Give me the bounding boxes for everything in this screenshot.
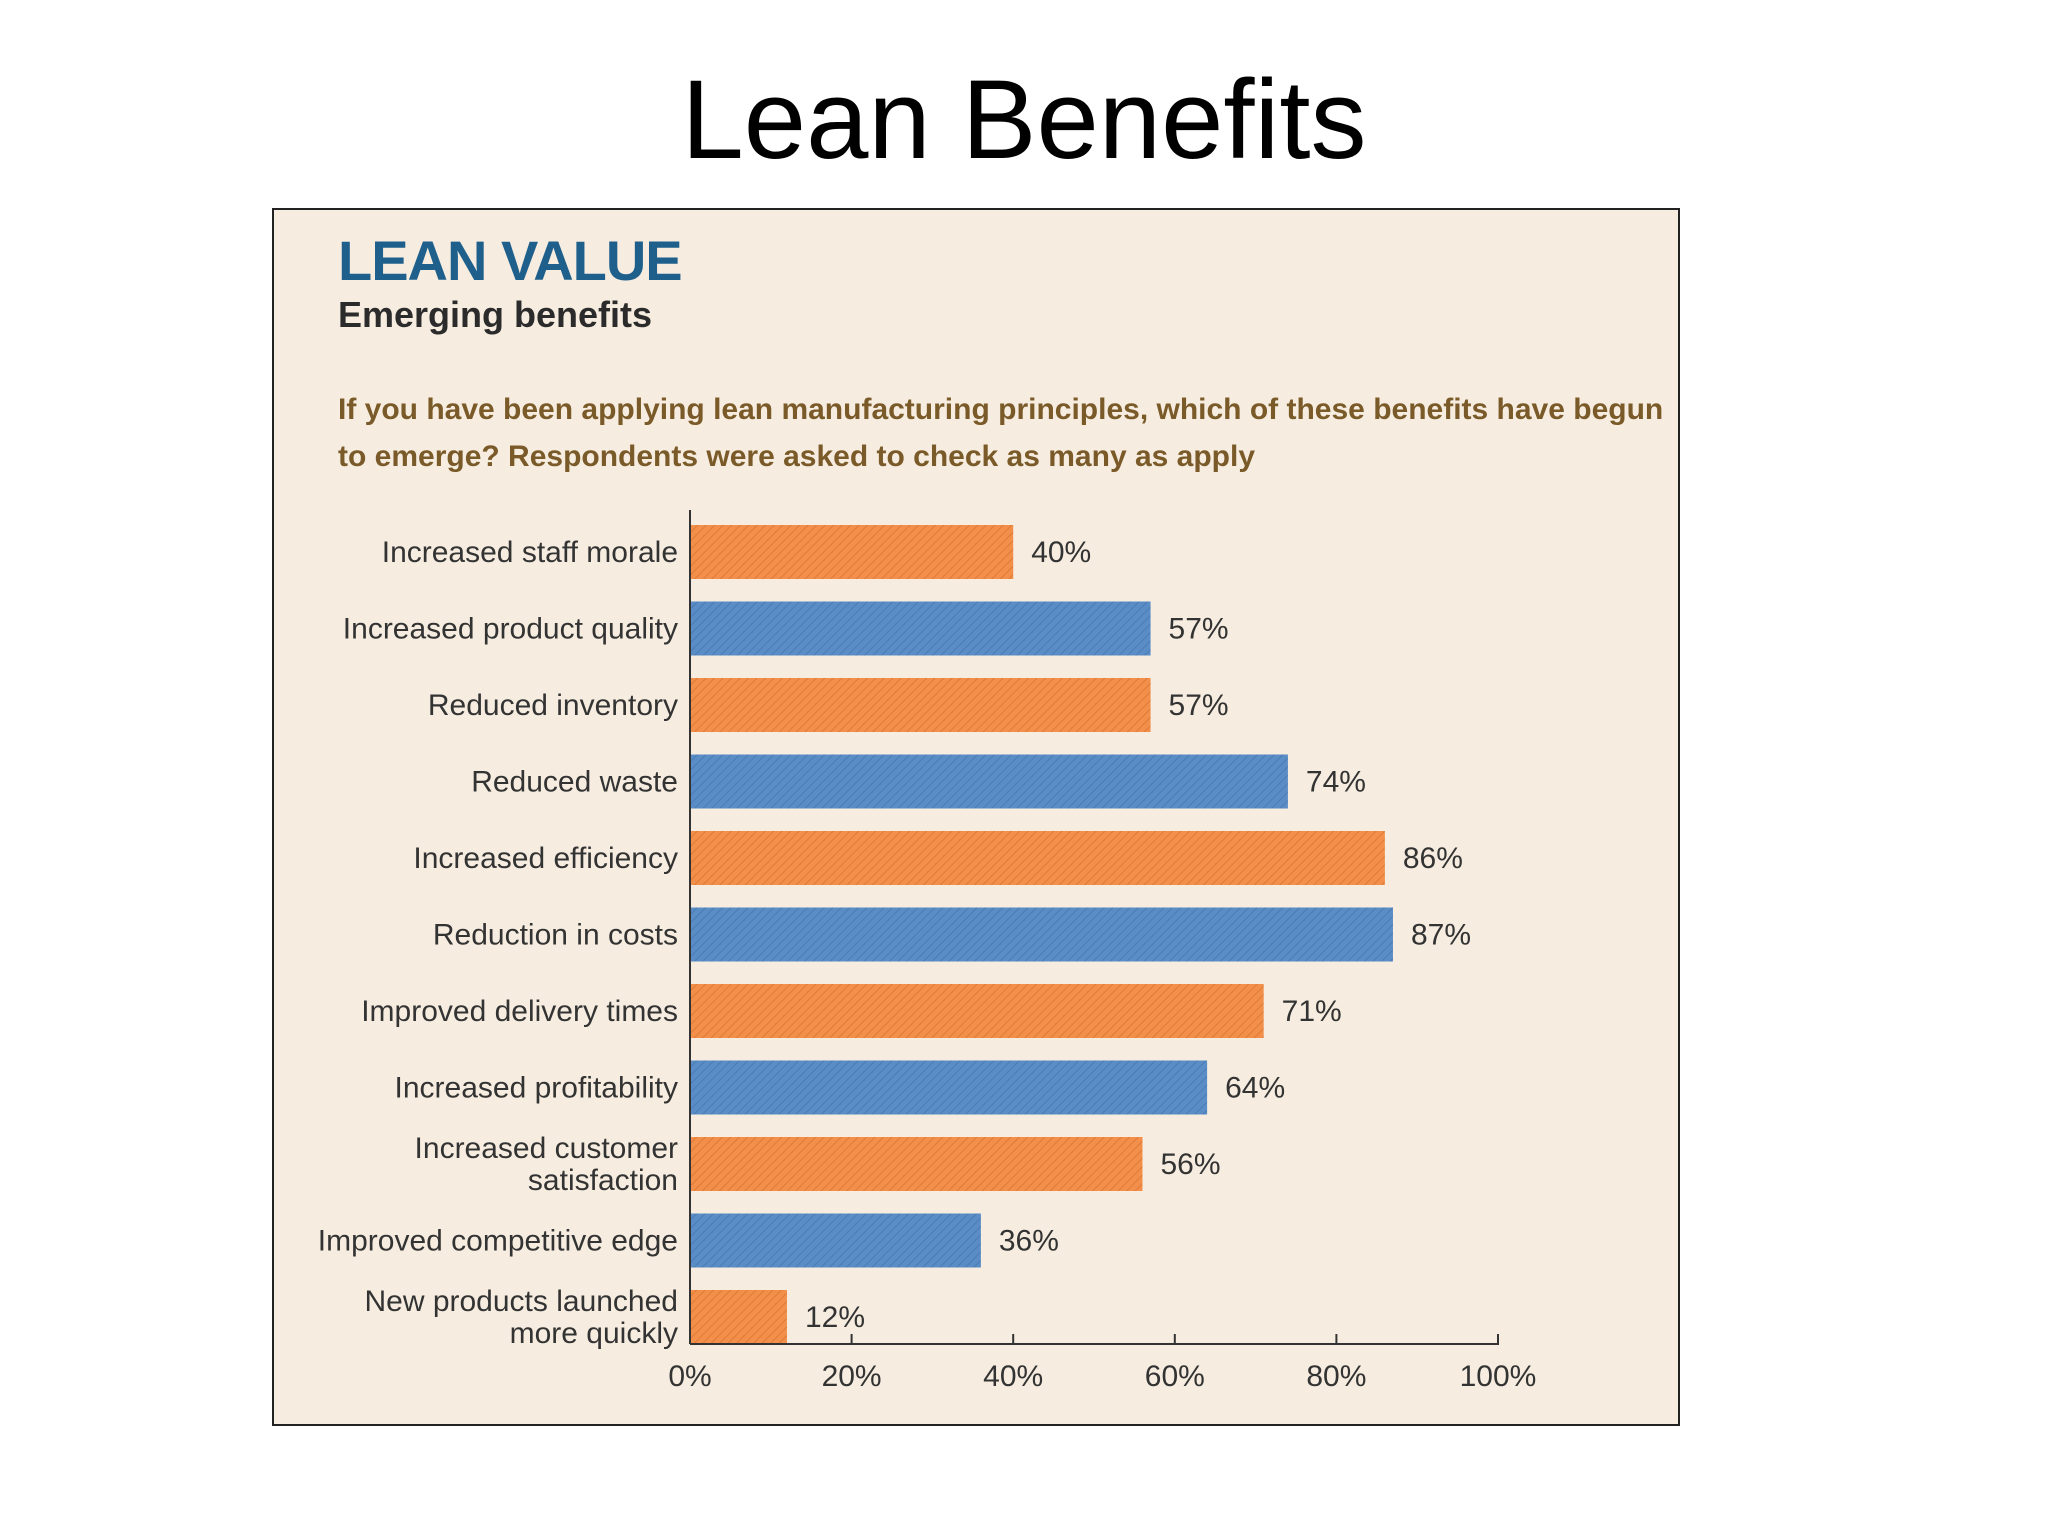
bar-chart: Increased staff morale 40% Increased produ… bbox=[318, 510, 1536, 1393]
category-label: Increased efficiency bbox=[413, 842, 678, 875]
category-label: Improved delivery times bbox=[361, 995, 678, 1028]
value-label: 86% bbox=[1403, 842, 1463, 875]
x-tick-label: 40% bbox=[983, 1360, 1043, 1393]
category-label: Improved competitive edge bbox=[318, 1225, 678, 1258]
bar bbox=[691, 1060, 1208, 1115]
x-tick-label: 0% bbox=[668, 1360, 711, 1393]
bar bbox=[691, 601, 1151, 656]
category-label: Increased profitability bbox=[395, 1072, 678, 1105]
category-label: more quickly bbox=[510, 1317, 678, 1350]
value-label: 57% bbox=[1169, 689, 1229, 722]
bar bbox=[691, 831, 1385, 885]
category-label: Increased product quality bbox=[343, 613, 678, 646]
panel-question: If you have been applying lean manufactu… bbox=[338, 393, 1664, 473]
panel-subtitle: Emerging benefits bbox=[338, 294, 653, 335]
x-tick-label: 80% bbox=[1306, 1360, 1366, 1393]
slide-title: Lean Benefits bbox=[681, 57, 1367, 182]
bar bbox=[691, 525, 1014, 579]
value-label: 56% bbox=[1160, 1148, 1220, 1181]
x-tick-label: 60% bbox=[1145, 1360, 1205, 1393]
value-label: 40% bbox=[1031, 536, 1091, 569]
bar bbox=[691, 754, 1288, 809]
category-label: Increased customer bbox=[415, 1132, 678, 1165]
bar bbox=[691, 1213, 981, 1268]
category-label: Reduced inventory bbox=[428, 689, 678, 722]
bar bbox=[691, 678, 1151, 732]
value-label: 12% bbox=[805, 1301, 865, 1334]
bar bbox=[691, 907, 1393, 962]
value-label: 87% bbox=[1411, 919, 1471, 952]
value-label: 64% bbox=[1225, 1072, 1285, 1105]
panel-title: LEAN VALUE bbox=[338, 229, 683, 292]
bar bbox=[691, 984, 1264, 1038]
bars-layer: Increased staff morale 40% Increased produ… bbox=[318, 525, 1471, 1350]
category-label: Increased staff morale bbox=[382, 536, 678, 569]
category-label: Reduced waste bbox=[471, 766, 678, 799]
category-label: Reduction in costs bbox=[433, 919, 678, 952]
chart-panel: LEAN VALUE Emerging benefits If you have… bbox=[272, 208, 1680, 1426]
x-axis: 0% 20% 40% 60% 80% 100% bbox=[668, 510, 1536, 1393]
bar bbox=[691, 1137, 1143, 1191]
bar bbox=[691, 1290, 787, 1344]
value-label: 74% bbox=[1306, 766, 1366, 799]
category-label: satisfaction bbox=[528, 1164, 678, 1197]
x-tick-label: 100% bbox=[1460, 1360, 1537, 1393]
value-label: 57% bbox=[1169, 613, 1229, 646]
value-label: 36% bbox=[999, 1225, 1059, 1258]
value-label: 71% bbox=[1282, 995, 1342, 1028]
category-label: New products launched bbox=[364, 1285, 678, 1318]
x-tick-label: 20% bbox=[822, 1360, 882, 1393]
